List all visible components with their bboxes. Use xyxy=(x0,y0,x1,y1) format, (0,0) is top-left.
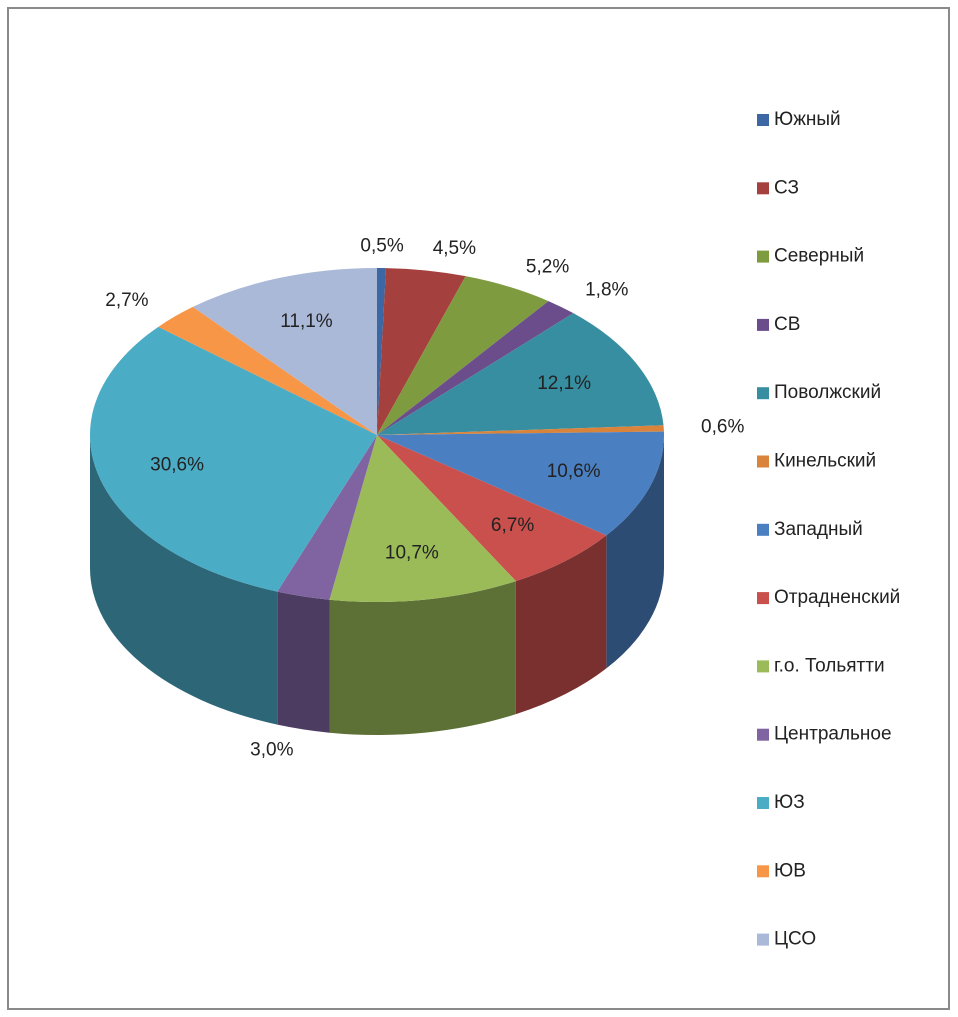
data-label: 3,0% xyxy=(250,739,293,760)
legend-label: СВ xyxy=(774,314,800,335)
slice-side xyxy=(90,435,278,725)
legend-label: ЮВ xyxy=(774,860,806,881)
legend-swatch xyxy=(757,592,769,605)
legend-label: Южный xyxy=(774,109,841,130)
legend-swatch xyxy=(757,865,769,878)
slice xyxy=(377,425,664,435)
data-label: 10,7% xyxy=(385,543,439,564)
data-label: 11,1% xyxy=(280,311,333,332)
slice xyxy=(89,326,378,592)
legend-label: Поволжский xyxy=(774,382,881,403)
data-label: 4,5% xyxy=(433,238,476,259)
legend-swatch xyxy=(757,660,769,673)
slice-side xyxy=(329,581,516,735)
slice xyxy=(377,313,664,435)
legend-label: г.о. Тольятти xyxy=(774,655,885,676)
legend-label: Северный xyxy=(774,246,864,267)
legend-label: ЮЗ xyxy=(774,792,805,813)
slice xyxy=(158,306,377,435)
slice-side xyxy=(277,591,330,733)
legend-label: ЦСО xyxy=(774,929,816,950)
data-label: 6,7% xyxy=(491,515,534,536)
legend-swatch xyxy=(757,114,769,126)
slice xyxy=(277,435,377,600)
data-label: 2,7% xyxy=(105,290,148,311)
slice xyxy=(192,268,377,435)
legend-label: Западный xyxy=(774,519,863,540)
legend-label: Центральное xyxy=(774,724,892,745)
legend-swatch xyxy=(757,728,769,741)
slice xyxy=(377,435,607,582)
legend-swatch xyxy=(757,455,769,468)
legend-label: Отрадненский xyxy=(774,587,900,608)
slice xyxy=(377,268,387,435)
slice xyxy=(329,435,516,602)
data-label: 0,6% xyxy=(701,417,744,438)
data-label: 10,6% xyxy=(547,461,601,482)
slice xyxy=(377,268,466,435)
slice xyxy=(377,431,664,536)
legend-swatch xyxy=(757,523,769,536)
data-label: 5,2% xyxy=(526,256,569,277)
legend-swatch xyxy=(757,387,769,400)
slice xyxy=(377,276,549,435)
legend-swatch xyxy=(757,182,769,195)
legend-label: Кинельский xyxy=(774,451,876,472)
data-label: 30,6% xyxy=(150,454,204,475)
legend-swatch xyxy=(757,250,769,263)
slice xyxy=(377,301,574,435)
slice-side xyxy=(515,535,607,715)
data-label: 12,1% xyxy=(537,373,591,394)
legend-label: СЗ xyxy=(774,177,799,198)
data-label: 0,5% xyxy=(360,235,403,256)
data-label: 1,8% xyxy=(585,279,628,300)
legend-swatch xyxy=(757,797,769,809)
legend-swatch xyxy=(757,933,769,946)
slice-side xyxy=(606,435,664,669)
legend-swatch xyxy=(757,318,769,331)
